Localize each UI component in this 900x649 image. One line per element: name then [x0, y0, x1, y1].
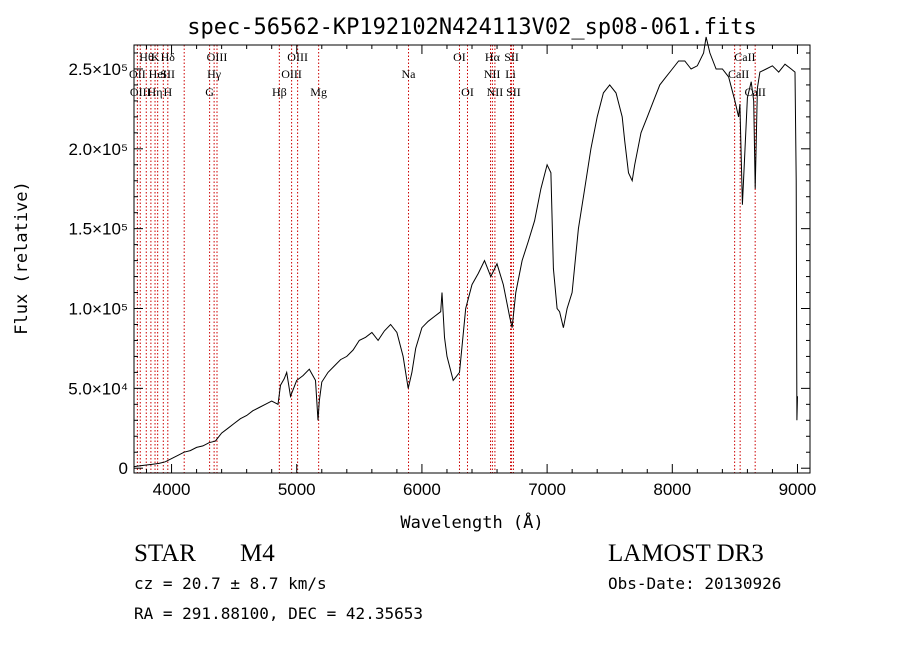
line-label-8: CaII [734, 50, 755, 64]
line-label-0: Hθ [139, 50, 154, 64]
y-tick-label-250000: 2.5×10⁵ [68, 60, 128, 79]
x-tick-label-8000: 8000 [653, 480, 691, 499]
line-label-24: OI [461, 85, 474, 99]
y-tick-label-100000: 1.0×10⁵ [68, 300, 128, 319]
line-label-5: OI [453, 50, 466, 64]
line-label-16: Li [505, 67, 516, 81]
y-axis: 0 5.0×10⁴ 1.0×10⁵ 1.5×10⁵ 2.0×10⁵ 2.5×10⁵ [68, 52, 810, 478]
object-class: STAR [134, 540, 196, 567]
x-tick-label-6000: 6000 [403, 480, 441, 499]
line-label-2: Hδ [161, 50, 176, 64]
line-label-25: NII [487, 85, 504, 99]
y-tick-label-50000: 5.0×10⁴ [68, 379, 128, 398]
line-label-12: Hγ [207, 67, 222, 81]
line-label-6: Hα [485, 50, 501, 64]
line-label-7: SII [504, 50, 519, 64]
y-axis-label: Flux (relative) [12, 181, 32, 335]
emission-line-markers [136, 45, 756, 473]
redshift-velocity: cz = 20.7 ± 8.7 km/s [134, 574, 327, 593]
line-label-17: CaII [728, 67, 749, 81]
line-label-15: NII [484, 67, 501, 81]
chart-title: spec-56562-KP192102N424113V02_sp08-061.f… [187, 15, 757, 40]
line-label-3: OIII [207, 50, 228, 64]
x-tick-label-9000: 9000 [779, 480, 817, 499]
line-label-21: G [205, 85, 214, 99]
line-label-10: HeI [149, 67, 167, 81]
line-label-26: SII [506, 85, 521, 99]
y-tick-label-200000: 2.0×10⁵ [68, 140, 128, 159]
line-label-18: OIII [130, 85, 151, 99]
line-label-13: OIII [281, 67, 302, 81]
line-label-22: Hβ [272, 85, 287, 99]
x-tick-label-7000: 7000 [528, 480, 566, 499]
observation-date: Obs-Date: 20130926 [608, 574, 782, 593]
line-label-23: Mg [310, 85, 327, 99]
line-label-11: SII [160, 67, 175, 81]
line-label-14: Na [402, 67, 417, 81]
x-axis-label: Wavelength (Å) [400, 511, 543, 533]
x-axis: 4000 5000 6000 7000 8000 9000 [146, 45, 817, 499]
sky-coordinates: RA = 291.88100, DEC = 42.35653 [134, 604, 423, 623]
line-label-27: CaII [745, 85, 766, 99]
line-label-19: Hη [148, 85, 163, 99]
y-tick-label-150000: 1.5×10⁵ [68, 220, 128, 239]
line-label-1: K [151, 50, 160, 64]
object-subclass: M4 [240, 540, 275, 567]
plot-frame [133, 44, 811, 474]
survey-name: LAMOST DR3 [608, 540, 764, 567]
y-tick-label-0: 0 [119, 459, 128, 478]
line-label-9: OII [129, 67, 146, 81]
flux-series-line [133, 36, 798, 468]
x-tick-label-4000: 4000 [153, 480, 191, 499]
line-label-20: H [163, 85, 172, 99]
line-label-4: OIII [287, 50, 308, 64]
x-tick-label-5000: 5000 [278, 480, 316, 499]
